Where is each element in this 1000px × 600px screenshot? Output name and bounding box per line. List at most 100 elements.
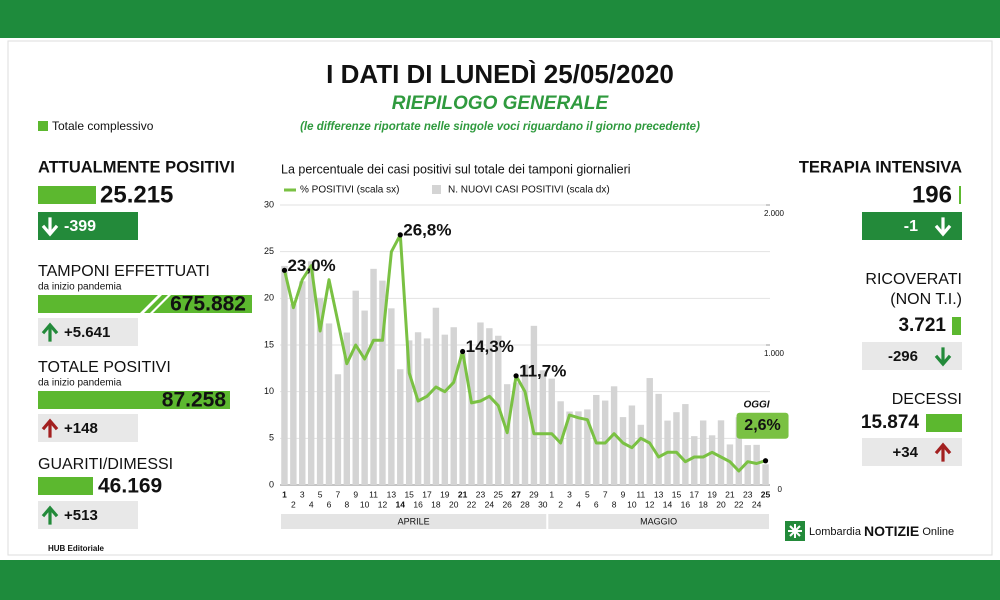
- x-tick-label: 16: [413, 499, 423, 509]
- y-tick-label: 25: [264, 246, 274, 256]
- label-box: [736, 412, 789, 439]
- value-label: 14,3%: [466, 337, 514, 356]
- x-tick-label: 3: [300, 489, 305, 499]
- panel-subtitle: da inizio pandemia: [38, 282, 122, 293]
- x-tick-label: 22: [467, 499, 477, 509]
- bar: [307, 261, 315, 485]
- panel-total: 46.169: [98, 475, 162, 498]
- x-tick-label: 3: [567, 489, 572, 499]
- panel-total: 25.215: [100, 181, 173, 208]
- x-tick-label: 25: [761, 489, 771, 499]
- panel-change: -296: [888, 348, 918, 365]
- change-box: [862, 212, 962, 240]
- chart-title: La percentuale dei casi positivi sul tot…: [281, 162, 631, 176]
- line: [283, 233, 766, 473]
- x-tick-label: 20: [716, 499, 726, 509]
- x-tick-label: 15: [404, 489, 414, 499]
- x-tick-label: 11: [636, 489, 645, 499]
- bar: [708, 435, 716, 485]
- panel-bar: [959, 186, 961, 204]
- x-tick-label: 13: [387, 489, 397, 499]
- bar: [379, 280, 386, 485]
- bar: [316, 297, 324, 485]
- x-tick-label: 5: [585, 489, 590, 499]
- panel-subtitle: da inizio pandemia: [38, 378, 122, 389]
- bar: [521, 364, 529, 485]
- y-tick-label: 0: [269, 479, 274, 489]
- credit: HUB Editoriale: [48, 544, 105, 553]
- y2-tick-label: 1.000: [764, 349, 785, 358]
- panel-title: TAMPONI EFFETTUATI: [38, 263, 210, 280]
- bar: [762, 464, 769, 485]
- panel-change: +148: [64, 420, 98, 437]
- panel-change: +5.641: [64, 324, 110, 341]
- legend-text: N. NUOVI CASI POSITIVI (scala dx): [448, 185, 610, 196]
- bar: [655, 393, 662, 485]
- y-tick-label: 20: [264, 293, 274, 303]
- x-tick-label: 30: [538, 499, 548, 509]
- x-tick-label: 17: [690, 489, 700, 499]
- panel-total: 196: [912, 181, 952, 208]
- change-box: [862, 438, 962, 466]
- x-tick-label: 26: [502, 499, 512, 509]
- bar: [584, 409, 591, 485]
- panel-title: GUARITI/DIMESSI: [38, 456, 173, 473]
- x-tick-label: 1: [282, 489, 287, 499]
- x-tick-label: 18: [431, 499, 441, 509]
- arrow-down: [41, 217, 59, 237]
- x-tick-label: 19: [707, 489, 717, 499]
- logo-mark: [788, 524, 802, 538]
- legend-swatch: [38, 121, 48, 131]
- x-tick-label: 25: [494, 489, 504, 499]
- x-tick-label: 14: [663, 499, 673, 509]
- value-label: 26,8%: [403, 220, 451, 239]
- y-tick-label: 30: [264, 199, 274, 209]
- panel-change: +34: [893, 444, 919, 461]
- bar: [290, 304, 297, 485]
- y2-tick-label: 0: [778, 485, 783, 494]
- annotation: OGGI: [743, 399, 769, 410]
- bar: [548, 378, 555, 485]
- panel-title: DECESSI: [892, 391, 962, 408]
- x-tick-label: 23: [743, 489, 753, 499]
- bar: [477, 322, 484, 485]
- x-tick-label: 16: [681, 499, 691, 509]
- y-tick-label: 10: [264, 386, 274, 396]
- bar: [405, 340, 413, 485]
- title: I DATI DI LUNEDÌ 25/05/2020: [326, 59, 674, 89]
- x-tick-label: 1: [549, 489, 554, 499]
- arrow-up: [41, 322, 59, 342]
- bar: [388, 308, 395, 485]
- arrow-down: [934, 347, 952, 367]
- panel-bar: [926, 414, 962, 432]
- x-tick-label: 21: [458, 489, 468, 499]
- subtitle: RIEPILOGO GENERALE: [392, 93, 610, 114]
- x-tick-label: 18: [698, 499, 708, 509]
- bar: [699, 420, 707, 485]
- bar: [441, 334, 449, 485]
- x-tick-label: 4: [576, 499, 581, 509]
- x-tick-label: 11: [369, 489, 378, 499]
- x-tick-label: 12: [378, 499, 388, 509]
- x-tick-label: 7: [603, 489, 608, 499]
- bar: [503, 384, 511, 485]
- bar: [637, 424, 645, 485]
- arrow-up: [41, 505, 59, 525]
- brand-3: Online: [922, 526, 954, 538]
- bar: [352, 290, 359, 485]
- value-label: 23,0%: [287, 256, 335, 275]
- point: [460, 348, 466, 355]
- x-tick-label: 28: [520, 499, 530, 509]
- legend-text: % POSITIVI (scala sx): [300, 185, 399, 196]
- bar: [450, 327, 457, 485]
- bar: [717, 420, 725, 485]
- bar: [673, 412, 680, 485]
- legend-swatch: [432, 185, 441, 194]
- note: (le differenze riportate nelle singole v…: [300, 121, 700, 133]
- x-tick-label: 29: [529, 489, 539, 499]
- bar: [682, 404, 689, 485]
